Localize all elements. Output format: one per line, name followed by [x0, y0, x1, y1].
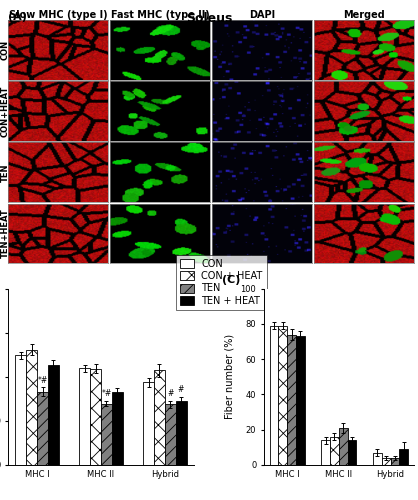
Legend: CON, CON + HEAT, TEN, TEN + HEAT: CON, CON + HEAT, TEN, TEN + HEAT: [176, 254, 267, 310]
Bar: [330, 437, 339, 465]
Text: Soleus: Soleus: [186, 12, 232, 26]
Bar: [154, 370, 165, 465]
Y-axis label: Fiber number (%): Fiber number (%): [225, 334, 235, 420]
Bar: [339, 428, 348, 465]
Bar: [26, 350, 37, 465]
Bar: [176, 400, 186, 465]
Bar: [101, 404, 112, 465]
Title: Slow MHC (type I): Slow MHC (type I): [9, 10, 107, 20]
Bar: [399, 449, 408, 465]
Bar: [270, 326, 278, 465]
Bar: [37, 392, 48, 465]
Title: Merged: Merged: [343, 10, 385, 20]
Text: #: #: [178, 386, 184, 394]
Bar: [390, 458, 399, 465]
Text: (A): (A): [8, 12, 27, 22]
Bar: [143, 382, 154, 465]
Bar: [15, 355, 26, 465]
Bar: [348, 440, 357, 465]
Text: *#: *#: [101, 390, 112, 398]
Bar: [296, 336, 305, 465]
Bar: [90, 369, 101, 465]
Y-axis label: TEN+HEAT: TEN+HEAT: [1, 208, 10, 258]
Y-axis label: CON+HEAT: CON+HEAT: [1, 86, 10, 137]
Bar: [79, 368, 90, 465]
Title: Fast MHC (type II): Fast MHC (type II): [111, 10, 209, 20]
Text: *#: *#: [37, 376, 48, 385]
Title: DAPI: DAPI: [249, 10, 275, 20]
Text: (C): (C): [222, 275, 240, 285]
Bar: [287, 334, 296, 465]
Y-axis label: CON: CON: [1, 40, 10, 60]
Bar: [112, 392, 122, 465]
Y-axis label: TEN: TEN: [1, 163, 10, 182]
Bar: [321, 440, 330, 465]
Bar: [165, 404, 176, 465]
Bar: [278, 326, 287, 465]
Text: #: #: [167, 389, 173, 398]
Bar: [382, 458, 390, 465]
Bar: [373, 452, 382, 465]
Bar: [48, 366, 59, 465]
